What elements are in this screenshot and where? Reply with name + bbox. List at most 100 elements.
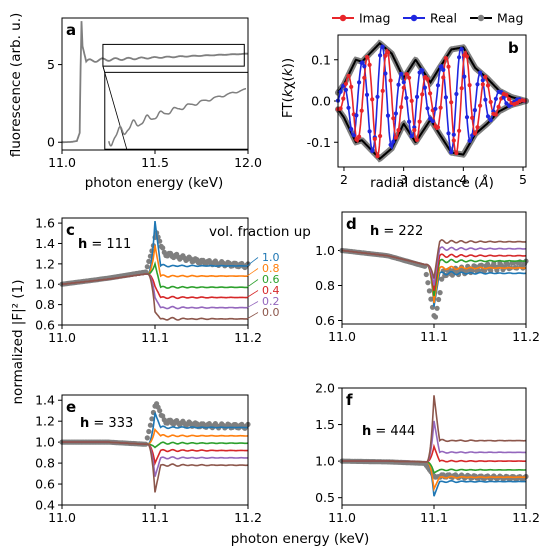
shared-x-label: photon energy (keV) — [231, 531, 370, 547]
panel-d-ytick-label: 0.8 — [315, 278, 335, 293]
panel-b-imag-point — [475, 125, 480, 130]
panel-b-real-point — [504, 101, 509, 106]
panel-b-real-point — [380, 44, 385, 49]
panel-b-imag-point — [399, 105, 404, 110]
panel-b-imag-point — [464, 54, 470, 59]
fraction-legend-leader — [246, 268, 259, 277]
panel-b-imag-point — [367, 62, 372, 67]
panel-b-real-point — [401, 80, 406, 85]
panel-a-xtick-label: 11.0 — [48, 155, 76, 170]
panel-b-real-point — [385, 113, 391, 118]
panel-d-measured-point — [434, 305, 440, 311]
panel-b-imag-point — [425, 76, 430, 82]
panel-d-ytick-label: 0.6 — [315, 313, 335, 328]
panel-c-ytick-label: 1.4 — [35, 236, 55, 251]
panel-d-letter: d — [346, 215, 357, 233]
panel-d-xtick-label: 11.2 — [512, 329, 540, 344]
panel-b-real-point — [359, 60, 364, 66]
panel-a-xtick-label: 12.0 — [234, 155, 262, 170]
fraction-legend-leader — [246, 279, 259, 288]
panel-b-real-point — [428, 116, 433, 121]
panel-b-real-point — [464, 115, 470, 120]
panel-d-measured-point — [439, 276, 445, 282]
panel-e-measured-point — [160, 413, 166, 419]
panel-b-xtick-label: 2 — [340, 172, 348, 187]
fraction-legend-entry: 0.0 — [262, 306, 280, 319]
panel-f-xtick-label: 11.2 — [512, 510, 540, 525]
panel-b-imag-point — [507, 97, 512, 102]
panel-b-imag-point — [372, 136, 377, 142]
panel-d-ytick-label: 1.0 — [315, 243, 335, 258]
fraction-legend-entry: 0.6 — [262, 273, 280, 286]
panel-b-imag-point — [472, 131, 477, 136]
panel-b-real-point — [425, 106, 430, 111]
panel-e-measured-point — [157, 408, 163, 414]
panel-c-measured-point — [144, 264, 150, 270]
panel-b-imag-point — [375, 154, 380, 159]
panel-b-imag-point — [362, 75, 367, 80]
panel-d-xtick-label: 11.1 — [420, 329, 448, 344]
panel-d-frame — [341, 211, 527, 325]
panels-layer: 11.0 11.5 12.0 0 5 a 2 3 4 5 0.1 0.0 -0.1 b Imag Real Ma… — [35, 11, 540, 526]
panel-b-imag-point — [364, 54, 370, 60]
panel-b-imag-point — [449, 100, 454, 105]
panel-b-real-point — [443, 95, 448, 100]
panel-b-real-point — [457, 55, 462, 60]
panel-b-real-point — [391, 139, 396, 144]
panel-b-real-point — [475, 82, 480, 87]
panel-b-real-point — [378, 53, 383, 58]
panel-b-real-point — [480, 78, 485, 83]
panel-b-real-point — [338, 89, 343, 94]
panel-b-real-point — [430, 119, 435, 124]
panel-d: 11.0 11.1 11.2 0.6 0.8 1.0 d h = 222 — [315, 211, 540, 344]
panel-b: 2 3 4 5 0.1 0.0 -0.1 b Imag Real Mag — [307, 11, 529, 187]
fraction-legend-leader — [246, 301, 259, 309]
panel-b-imag-point — [459, 86, 464, 91]
panel-e-ytick-label: 0.4 — [35, 498, 55, 513]
panel-e-ytick-label: 1.0 — [35, 435, 55, 450]
panel-b-real-point — [441, 67, 446, 72]
panel-c-ytick-label: 0.8 — [35, 297, 55, 312]
panel-a-y-label: fluorescence (arb. u.) — [8, 13, 24, 158]
fraction-legend-leader — [246, 290, 259, 298]
panel-b-real-point — [409, 134, 414, 139]
panel-b-ytick-label: 0.0 — [311, 94, 331, 109]
panel-b-real-point — [435, 83, 441, 88]
panel-b-mag-line-upper — [337, 42, 527, 102]
panel-c-letter: c — [66, 221, 75, 239]
panel-b-real-point — [467, 138, 472, 143]
panel-e: 11.0 11.1 11.2 0.4 0.6 0.8 1.0 1.2 1.4 e h = 333 — [35, 393, 262, 525]
panel-e-fraction-0.0-line — [62, 441, 248, 493]
panel-d-measured-point — [432, 314, 439, 320]
panel-e-frame — [61, 394, 249, 506]
panel-c-fraction-0.0-line — [62, 273, 248, 321]
panel-b-real-point — [420, 68, 425, 73]
panel-a-inset-line — [108, 87, 246, 147]
panel-b-imag-point — [388, 78, 393, 83]
panel-f-ytick-label: 0.5 — [315, 490, 335, 505]
panel-d-reflection-label: h = 222 — [370, 224, 423, 239]
panel-b-imag-point — [451, 138, 456, 143]
panel-b-real-point — [488, 118, 493, 123]
panel-f-xtick-label: 11.1 — [420, 510, 448, 525]
panel-b-imag-point — [496, 104, 501, 109]
panel-b-x-label: radial distance (Å) — [370, 174, 494, 191]
panel-b-y-label: FT(kχ(k)) — [280, 58, 296, 118]
panel-b-real-point — [414, 94, 420, 99]
fraction-legend-leader — [246, 257, 259, 267]
panel-c-reflection-label: h = 111 — [78, 237, 131, 252]
panel-d-fraction-0.0-line — [341, 239, 527, 279]
panel-b-imag-point — [378, 133, 383, 139]
panel-a: 11.0 11.5 12.0 0 5 a — [47, 17, 262, 170]
panel-b-imag-point — [435, 125, 441, 130]
panel-e-h-symbol: h — [80, 416, 89, 431]
fraction-legend-title: vol. fraction up — [209, 224, 311, 240]
panel-b-real-point — [354, 113, 359, 118]
panel-b-imag-point — [470, 115, 475, 120]
panel-b-real-point — [349, 127, 354, 132]
panel-b-real-point — [346, 105, 351, 110]
panel-b-real-point — [449, 150, 454, 155]
panel-b-imag-point — [346, 73, 351, 78]
panel-b-real-point — [388, 142, 393, 147]
